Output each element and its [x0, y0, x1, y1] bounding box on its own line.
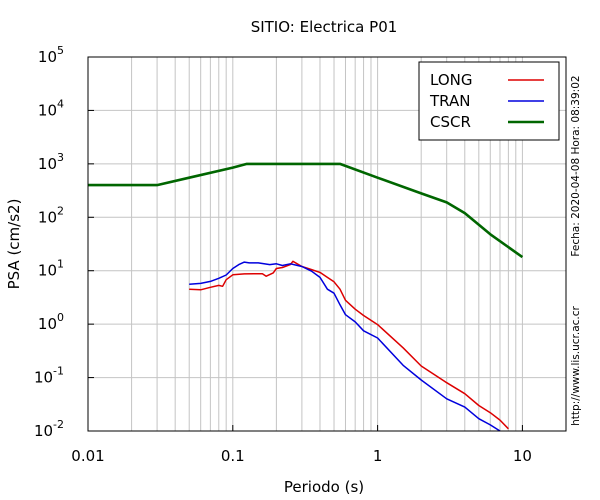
y-tick-label: 101: [38, 258, 64, 280]
y-tick-base: 10: [38, 262, 57, 280]
legend-items: LONG TRAN CSCR: [429, 71, 544, 131]
y-tick-base: 10: [38, 101, 57, 119]
grid-lines: [88, 57, 566, 431]
x-tick-label: 0.01: [71, 447, 104, 465]
x-tick-label: 1: [373, 447, 383, 465]
y-tick-base: 10: [38, 48, 57, 66]
plot-frame: [87, 56, 567, 432]
y-tick-base: 10: [38, 315, 57, 333]
legend-label: CSCR: [430, 113, 471, 131]
y-tick-label: 10-1: [34, 365, 64, 387]
y-tick-label: 103: [38, 151, 64, 173]
y-tick-base: 10: [34, 369, 53, 387]
x-tick-label: 10: [513, 447, 532, 465]
x-tick-label: 0.1: [221, 447, 245, 465]
x-axis-label: Periodo (s): [284, 478, 364, 496]
y-tick-exponent: 4: [57, 97, 64, 110]
y-tick-label: 105: [38, 44, 64, 66]
y-tick-exponent: 5: [57, 44, 64, 57]
y-tick-exponent: 1: [57, 258, 64, 271]
legend: LONG TRAN CSCR: [418, 61, 560, 141]
chart-title: SITIO: Electrica P01: [251, 18, 398, 36]
y-tick-exponent: -1: [53, 365, 64, 378]
y-tick-exponent: -2: [53, 418, 64, 431]
y-tick-label: 102: [38, 204, 64, 226]
y-tick-base: 10: [38, 155, 57, 173]
x-tick-labels: 0.01 0.1 1 10: [71, 447, 532, 465]
y-tick-label: 104: [38, 97, 64, 119]
series-line-tran: [189, 261, 501, 432]
y-tick-label: 100: [38, 311, 64, 333]
y-tick-base: 10: [38, 208, 57, 226]
legend-label: TRAN: [429, 92, 470, 110]
series-line-cscr: [88, 162, 524, 259]
y-tick-exponent: 3: [57, 151, 64, 164]
date-annotation: Fecha: 2020-04-08 Hora: 08:39:02: [570, 75, 582, 256]
series-layer: [88, 162, 524, 432]
y-axis-label: PSA (cm/s2): [5, 199, 23, 290]
y-tick-exponent: 0: [57, 311, 64, 324]
legend-label: LONG: [430, 71, 472, 89]
y-tick-label: 10-2: [34, 418, 64, 440]
y-tick-base: 10: [34, 422, 53, 440]
tick-marks: [87, 56, 523, 432]
y-tick-exponent: 2: [57, 204, 64, 217]
url-annotation: http://www.lis.ucr.ac.cr: [570, 305, 582, 425]
